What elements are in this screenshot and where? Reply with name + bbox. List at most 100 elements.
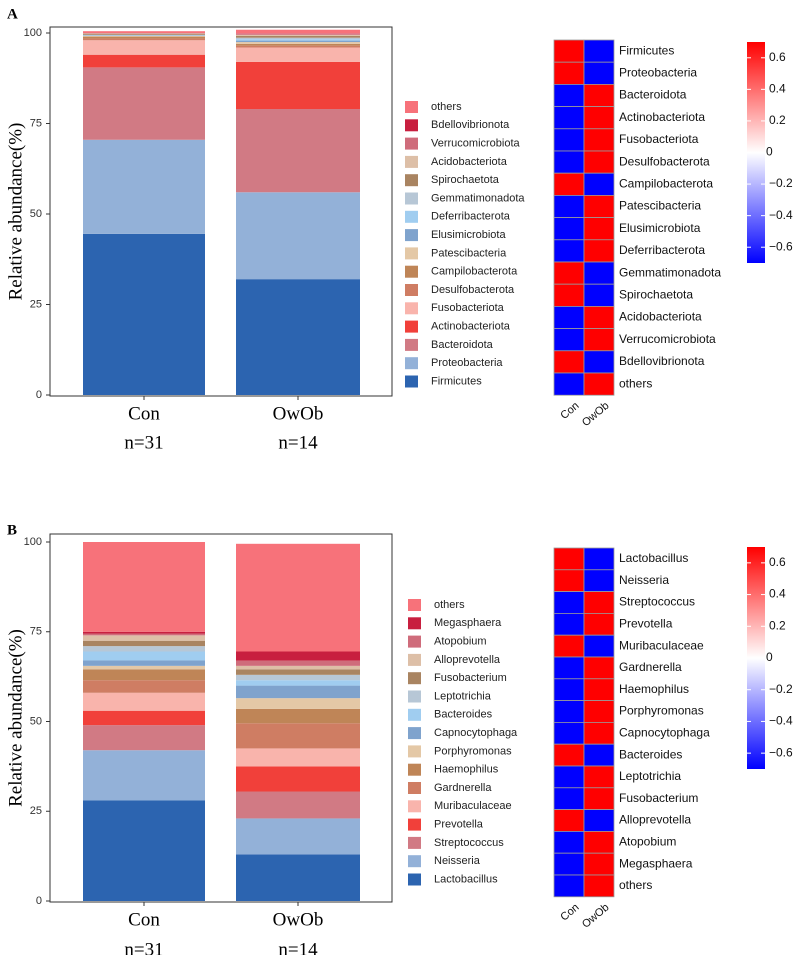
heatmap-row-label: Porphyromonas — [619, 704, 704, 718]
legend-label: Capnocytophaga — [434, 727, 518, 739]
heatmap-cell-bacteroidota-owob — [583, 84, 615, 108]
legend-swatch-haemophilus — [408, 763, 421, 776]
legend-swatch-muribaculaceae — [408, 800, 421, 813]
bar-segment-owob-patescibacteria — [236, 42, 360, 44]
heatmap-cell-firmicutes-con — [553, 39, 585, 63]
y-axis-label: Relative abundance(%) — [5, 629, 26, 807]
sample-size-label: n=14 — [278, 432, 318, 453]
legend-swatch-fusobacterium — [408, 672, 421, 685]
heatmap-cell-atopobium-con — [553, 831, 585, 854]
legend-label: Fusobacterium — [434, 672, 507, 684]
panel-label: B — [7, 522, 17, 538]
bar-segment-owob-actinobacteriota — [236, 61, 360, 110]
colorbar — [747, 42, 765, 263]
colorbar-tick-label: −0.2 — [769, 176, 793, 190]
bar-segment-owob-atopobium — [236, 660, 360, 666]
legend-swatch-firmicutes — [405, 375, 418, 388]
heatmap-cell-gemmatimonadota-con — [553, 261, 585, 285]
bar-segment-owob-acidobacteriota — [236, 34, 360, 36]
y-tick-label: 0 — [36, 895, 42, 907]
heatmap-cell-elusimicrobiota-owob — [583, 217, 615, 241]
heatmap-cell-bacteroides-con — [553, 743, 585, 767]
heatmap-cell-lactobacillus-con — [553, 547, 585, 571]
bar-segment-owob-fusobacteriota — [236, 47, 360, 62]
legend-label: Bacteroidota — [431, 339, 494, 351]
heatmap-cell-desulfobacterota-con — [553, 150, 585, 174]
legend-swatch-porphyromonas — [408, 745, 421, 758]
bar-segment-con-porphyromonas — [83, 665, 205, 670]
heatmap-cell-campilobacterota-owob — [583, 172, 615, 196]
bar-segment-con-gardnerella — [83, 680, 205, 693]
heatmap-cell-haemophilus-con — [553, 678, 585, 701]
heatmap-row-label: Actinobacteriota — [619, 110, 705, 124]
legend-swatch-actinobacteriota — [405, 320, 418, 333]
plot-frame — [49, 533, 393, 903]
bar-segment-owob-gemmatimonadota — [236, 37, 360, 40]
heatmap-row-label: Firmicutes — [619, 43, 674, 57]
heatmap-row-label: Desulfobacterota — [619, 154, 710, 168]
y-tick-label: 100 — [24, 536, 42, 548]
heatmap-cell-leptotrichia-owob — [583, 765, 615, 789]
bar-segment-owob-alloprevotella — [236, 665, 360, 670]
heatmap-cell-bacteroides-owob — [583, 743, 615, 767]
bar-segment-con-fusobacterium — [83, 640, 205, 647]
heatmap-cell-porphyromonas-owob — [583, 700, 615, 723]
heatmap-cell-bdellovibrionota-con — [553, 350, 585, 374]
colorbar-tick-label: 0.6 — [769, 50, 786, 64]
legend-swatch-spirochaetota — [405, 174, 418, 187]
legend-label: Actinobacteriota — [431, 321, 511, 333]
heatmap-row-label: Gemmatimonadota — [619, 265, 721, 279]
legend-swatch-leptotrichia — [408, 690, 421, 703]
y-tick-label: 100 — [24, 27, 42, 39]
heatmap-cell-gardnerella-owob — [583, 656, 615, 680]
legend-swatch-gardnerella — [408, 782, 421, 794]
colorbar-tick-label: −0.4 — [769, 208, 793, 222]
bar-segment-owob-bacteroides — [236, 680, 360, 686]
bar-segment-owob-haemophilus — [236, 708, 360, 724]
bar-segment-con-prevotella — [83, 710, 205, 726]
bar-segment-con-bacteroides — [83, 651, 205, 661]
heatmap-row-label: others — [619, 878, 652, 892]
legend-label: Megasphaera — [434, 617, 502, 629]
heatmap-cell-verrucomicrobiota-con — [553, 328, 585, 352]
legend-swatch-megasphaera — [408, 617, 421, 630]
colorbar-tick-label: −0.2 — [769, 682, 793, 696]
heatmap-cell-alloprevotella-owob — [583, 809, 615, 832]
heatmap-cell-megasphaera-con — [553, 852, 585, 876]
heatmap-cell-capnocytophaga-owob — [583, 722, 615, 745]
heatmap-cell-actinobacteriota-owob — [583, 106, 615, 130]
legend-label: Firmicutes — [431, 375, 482, 387]
heatmap-cell-proteobacteria-con — [553, 61, 585, 85]
legend-swatch-lactobacillus — [408, 873, 421, 886]
y-tick-label: 25 — [30, 298, 42, 310]
colorbar-tick-label: −0.6 — [769, 745, 793, 759]
heatmap-cell-others-con — [553, 874, 585, 898]
legend-swatch-neisseria — [408, 855, 421, 868]
legend-swatch-alloprevotella — [408, 653, 421, 666]
heatmap-cell-lactobacillus-owob — [583, 547, 615, 571]
legend-label: Neisseria — [434, 855, 481, 867]
legend-swatch-desulfobacterota — [405, 284, 418, 296]
heatmap-cell-spirochaetota-owob — [583, 283, 615, 307]
legend-swatch-streptococcus — [408, 836, 421, 849]
legend-label: others — [431, 101, 462, 113]
heatmap-row-label: Bdellovibrionota — [619, 354, 705, 368]
x-category-label: OwOb — [273, 403, 324, 424]
legend-label: Bacteroides — [434, 709, 493, 721]
legend-label: Deferribacterota — [431, 211, 511, 223]
heatmap-cell-bacteroidota-con — [553, 84, 585, 108]
legend-swatch-others — [405, 101, 418, 113]
heatmap-cell-megasphaera-owob — [583, 852, 615, 876]
bar-segment-owob-others — [236, 543, 360, 652]
bar-segment-owob-others — [236, 29, 360, 34]
bar-segment-owob-muribaculaceae — [236, 748, 360, 767]
bar-segment-owob-streptococcus — [236, 791, 360, 819]
legend-swatch-verrucomicrobiota — [405, 137, 418, 150]
colorbar-tick-label: −0.4 — [769, 714, 793, 728]
heatmap-cell-proteobacteria-owob — [583, 61, 615, 85]
heatmap-cell-prevotella-owob — [583, 613, 615, 636]
bar-segment-con-neisseria — [83, 750, 205, 801]
heatmap-cell-atopobium-owob — [583, 831, 615, 854]
heatmap-row-label: Atopobium — [619, 834, 676, 848]
bar-segment-owob-capnocytophaga — [236, 685, 360, 699]
